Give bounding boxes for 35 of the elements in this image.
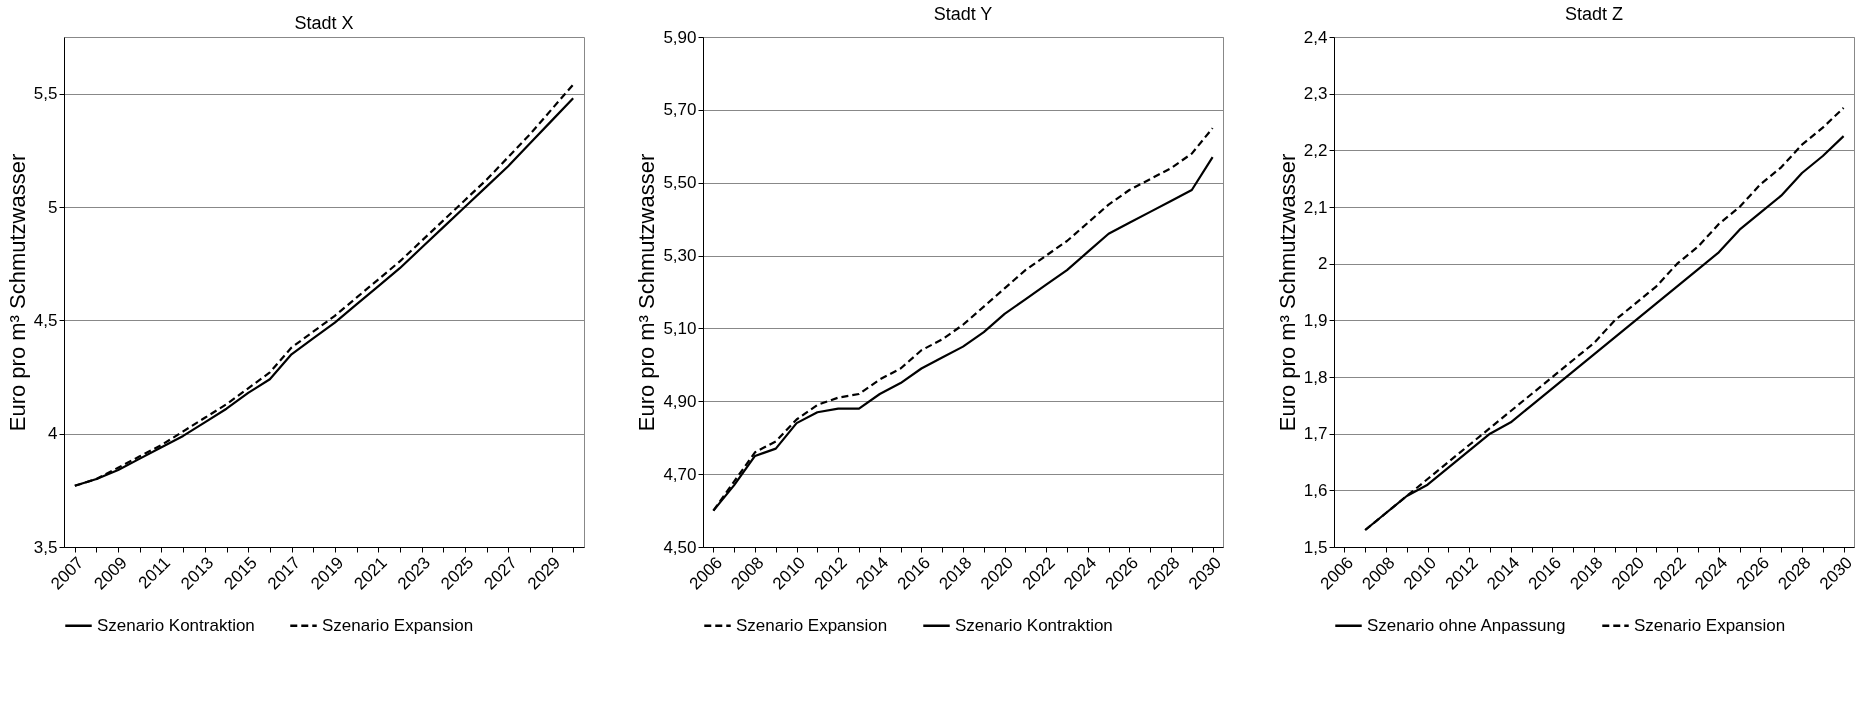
- y-tick-label: 1,9: [1303, 310, 1328, 330]
- y-axis-title: Euro pro m³ Schmutzwasser: [4, 153, 30, 432]
- y-tick-label: 4,70: [663, 464, 697, 484]
- y-tick-label: 1,5: [1303, 537, 1328, 557]
- y-tick-label: 5,90: [663, 27, 697, 47]
- chart-title: Stadt Y: [933, 4, 993, 24]
- y-tick-label: 5,10: [663, 318, 697, 338]
- y-tick-label: 4,90: [663, 391, 697, 411]
- y-tick-label: 2,4: [1303, 27, 1328, 47]
- legend-label: Szenario Kontraktion: [955, 615, 1113, 635]
- y-tick-label: 2,3: [1303, 84, 1328, 104]
- y-axis-title: Euro pro m³ Schmutzwasser: [634, 153, 660, 432]
- y-tick-label: 5,50: [663, 173, 697, 193]
- y-axis-title: Euro pro m³ Schmutzwasser: [1274, 153, 1300, 432]
- y-tick-label: 2,1: [1303, 197, 1328, 217]
- y-tick-label: 5,30: [663, 246, 697, 266]
- y-tick-label: 5: [48, 197, 58, 217]
- y-tick-label: 1,7: [1303, 424, 1328, 444]
- legend-label: Szenario ohne Anpassung: [1367, 615, 1566, 635]
- y-tick-label: 4: [48, 424, 58, 444]
- chart-title: Stadt X: [294, 13, 354, 33]
- y-tick-label: 5,70: [663, 100, 697, 120]
- legend-label: Szenario Expansion: [1634, 615, 1786, 635]
- legend-label: Szenario Expansion: [322, 615, 474, 635]
- legend-label: Szenario Kontraktion: [97, 615, 255, 635]
- chart-title: Stadt Z: [1564, 4, 1624, 24]
- y-tick-label: 4,5: [33, 310, 58, 330]
- y-tick-label: 2: [1318, 254, 1328, 274]
- y-tick-label: 1,8: [1303, 367, 1328, 387]
- y-tick-label: 1,6: [1303, 480, 1328, 500]
- y-tick-label: 3,5: [33, 537, 58, 557]
- y-tick-label: 2,2: [1303, 140, 1328, 160]
- y-tick-label: 4,50: [663, 537, 697, 557]
- legend-label: Szenario Expansion: [736, 615, 888, 635]
- y-tick-label: 5,5: [33, 84, 58, 104]
